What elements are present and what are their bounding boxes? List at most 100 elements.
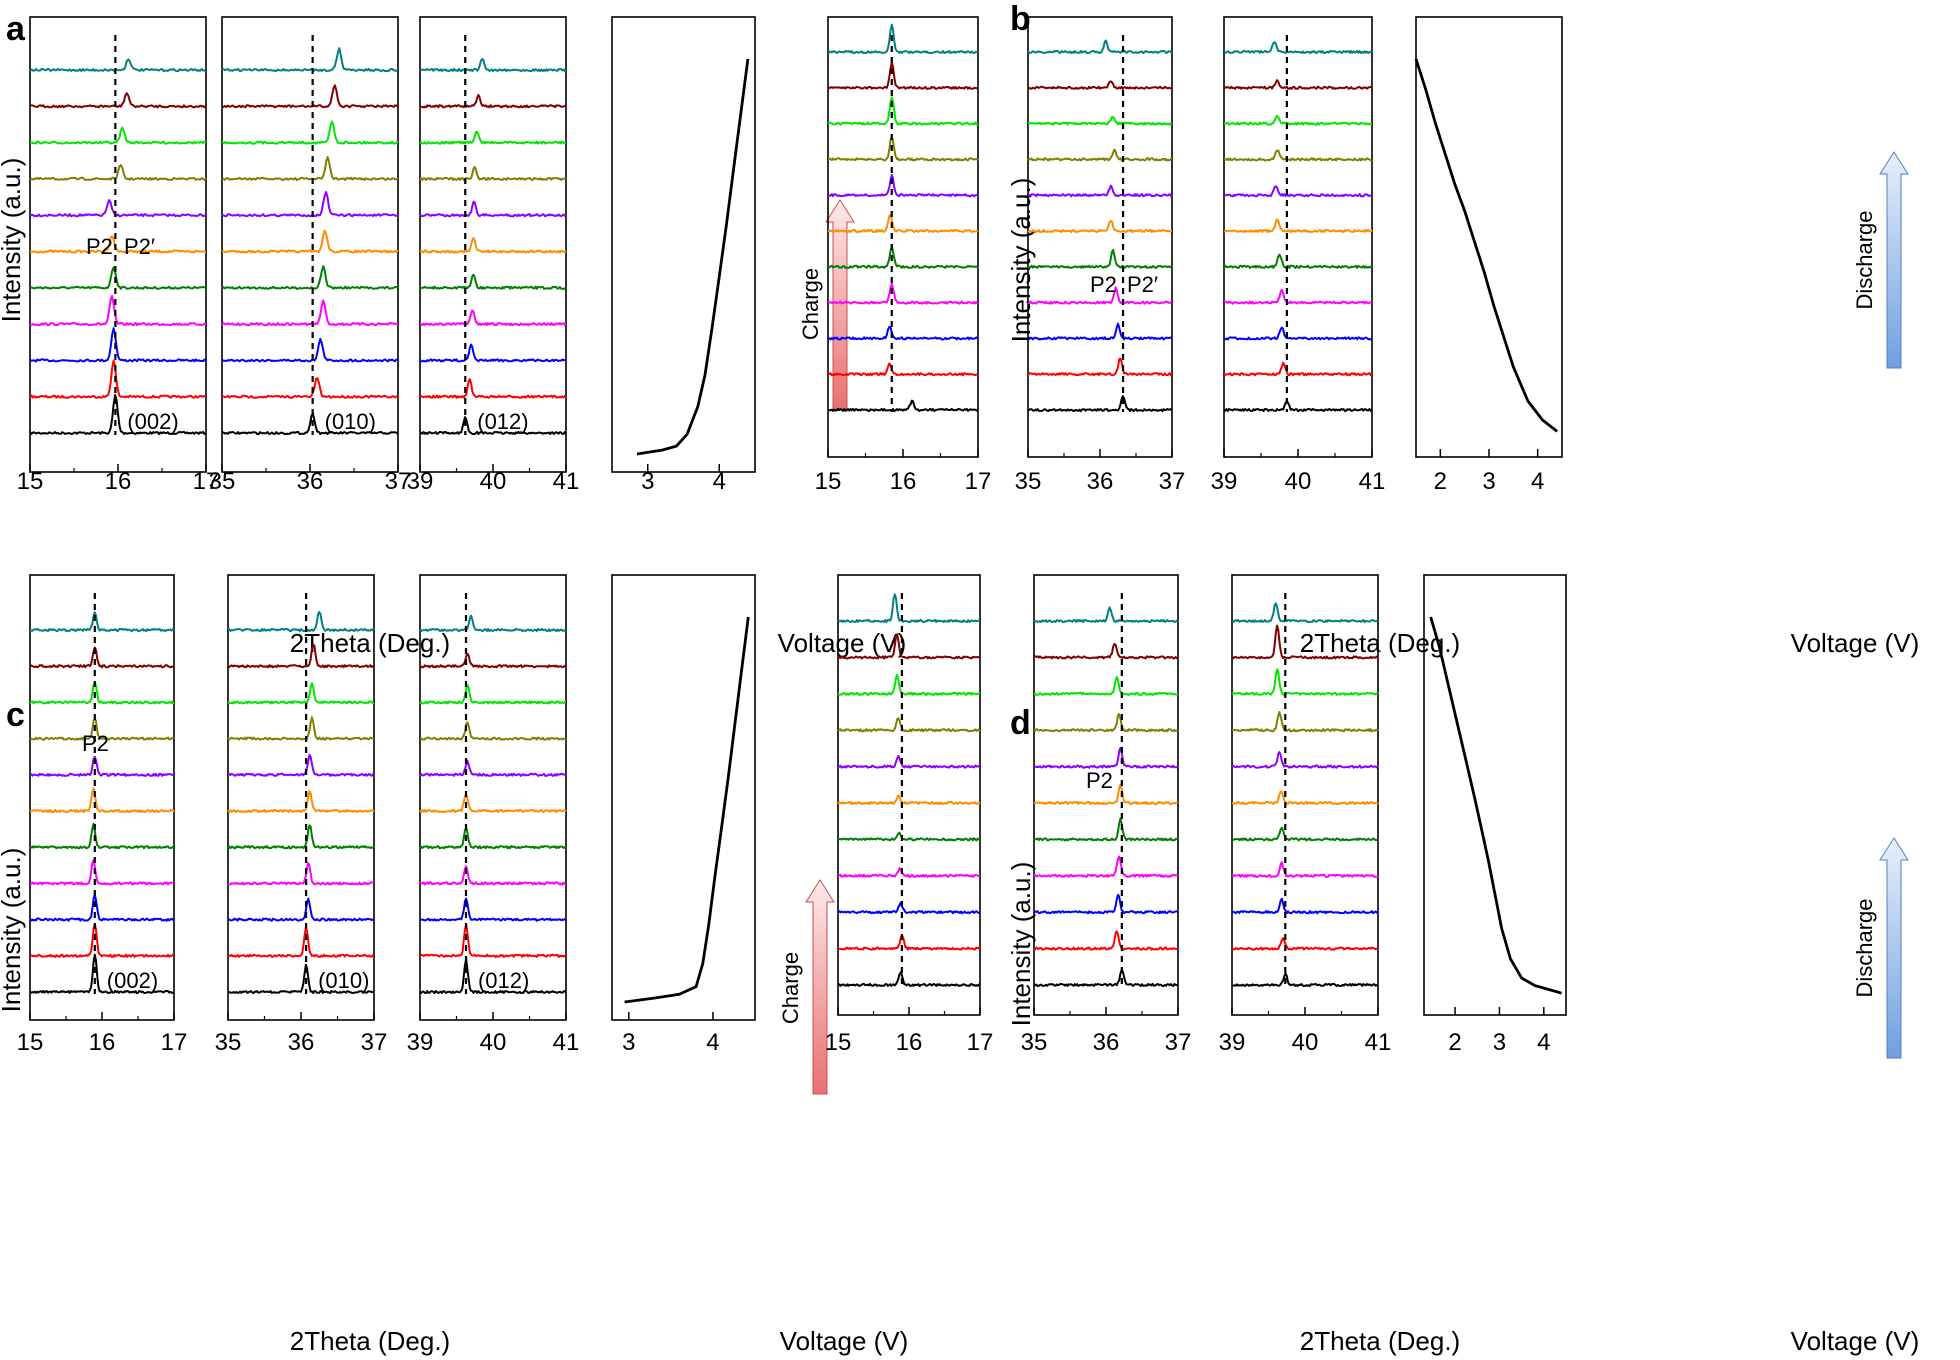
voltage-curve (624, 616, 750, 1004)
xrd-trace-10 (227, 610, 375, 633)
xrd-trace-2 (227, 897, 375, 922)
xrd-trace-9 (29, 646, 175, 669)
xrd-trace-1 (29, 359, 207, 399)
xrd-trace-0 (1231, 972, 1379, 987)
xrd-trace-0 (827, 399, 979, 413)
xrd-trace-1 (29, 923, 175, 958)
xrd-trace-6 (419, 200, 567, 218)
xrd-trace-10 (837, 593, 981, 624)
xrd-trace-1 (1033, 930, 1179, 951)
tick-label: 36 (288, 1029, 315, 1056)
reflection-label: (010) (318, 968, 369, 993)
panel-d-ylabel: Intensity (a.u.) (1006, 862, 1036, 1027)
xrd-trace-4 (1033, 817, 1179, 842)
xrd-trace-8 (837, 673, 981, 696)
subplot-frame (419, 16, 567, 473)
xrd-trace-9 (419, 93, 567, 109)
tick-label: 16 (89, 1029, 116, 1056)
tick-label: 16 (105, 468, 132, 495)
reflection-label: (012) (477, 409, 528, 434)
xrd-trace-1 (1231, 937, 1379, 951)
panel-b-arrow-label: Discharge (1852, 210, 1877, 309)
tick-label: 16 (896, 1029, 923, 1056)
tick-label: 40 (480, 468, 507, 495)
panel-d-discharge-arrow: Discharge (1852, 837, 1909, 1059)
panel-b-voltage-plot: 2 3 4 (1414, 16, 1563, 495)
tick-label: 39 (1211, 468, 1238, 495)
xrd-trace-1 (1223, 361, 1373, 377)
xrd-trace-9 (1223, 79, 1373, 90)
tick-label: 17 (161, 1029, 188, 1056)
panel-b-xlabel-xrd: 2Theta (Deg.) (1300, 628, 1460, 658)
xrd-trace-2 (1027, 322, 1173, 341)
xrd-trace-7 (419, 721, 567, 741)
tick-label: 35 (1015, 468, 1042, 495)
xrd-trace-9 (1027, 80, 1173, 90)
xrd-trace-8 (1231, 668, 1379, 696)
xrd-trace-7 (827, 135, 979, 162)
panel-c-letter: c (6, 696, 25, 734)
xrd-trace-2 (827, 325, 979, 341)
tick-label: 35 (215, 1029, 242, 1056)
xrd-trace-5 (29, 787, 175, 814)
panel-a-subplot-002: 15 16 17 (002) (17, 16, 219, 495)
xrd-trace-6 (29, 755, 175, 777)
panel-a-ylabel: Intensity (a.u.) (0, 158, 26, 323)
panel-d: d Intensity (a.u.) 2Theta (Deg.) Voltage… (825, 574, 1919, 1356)
xrd-trace-5 (1224, 218, 1373, 234)
xrd-trace-7 (1223, 149, 1373, 162)
xrd-trace-3 (1231, 861, 1379, 878)
tick-label: 16 (890, 468, 917, 495)
xrd-trace-7 (29, 717, 175, 741)
xrd-trace-6 (1223, 185, 1373, 198)
panel-b-subplot-010: 35 36 37 (1015, 16, 1186, 495)
xrd-trace-7 (227, 716, 375, 741)
subplot-frame (29, 16, 207, 473)
xrd-trace-8 (221, 120, 399, 145)
xrd-trace-7 (221, 156, 399, 181)
subplot-frame (29, 574, 175, 1021)
xrd-trace-9 (827, 61, 979, 90)
xrd-trace-3 (29, 859, 175, 886)
tick-label: 37 (1159, 468, 1186, 495)
panel-a-annotation-p2prime: P2′ (124, 234, 155, 259)
xrd-trace-5 (419, 237, 567, 254)
panel-b-discharge-arrow: Discharge (1852, 151, 1909, 369)
tick-label: 36 (297, 468, 324, 495)
xrd-trace-3 (29, 295, 207, 327)
xrd-trace-2 (419, 343, 567, 363)
panel-c-xlabel-voltage: Voltage (V) (780, 1326, 909, 1356)
panel-a-charge-arrow: Charge (798, 199, 855, 411)
voltage-curve (1414, 58, 1558, 433)
xrd-trace-8 (29, 126, 207, 145)
panel-a-arrow-label: Charge (798, 268, 823, 340)
xrd-trace-10 (419, 58, 567, 73)
xrd-trace-2 (1033, 893, 1179, 915)
xrd-trace-9 (29, 92, 207, 109)
voltage-frame (1415, 16, 1563, 458)
xrd-trace-4 (1223, 253, 1373, 269)
tick-label: 40 (1285, 468, 1312, 495)
panel-b-ylabel: Intensity (a.u.) (1006, 178, 1036, 343)
panel-d-annotation-p2: P2 (1086, 768, 1113, 793)
voltage-curve (636, 58, 750, 456)
xrd-trace-4 (419, 826, 567, 850)
panel-d-subplot-002: 15 16 17 (825, 574, 993, 1056)
panel-d-subplot-010: 35 36 37 (1021, 574, 1192, 1056)
panel-a: a Intensity (a.u.) 2Theta (Deg.) Voltage… (0, 10, 906, 658)
voltage-frame (611, 574, 756, 1021)
panel-a-subplot-012: 39 40 41 (012) (407, 16, 579, 495)
panel-c: c Intensity (a.u.) 2Theta (Deg.) Voltage… (0, 574, 909, 1356)
xrd-trace-6 (29, 199, 207, 218)
subplot-frame (827, 16, 979, 458)
xrd-trace-3 (837, 867, 981, 878)
xrd-trace-5 (227, 790, 375, 813)
panel-c-subplot-010: 35 36 37 (010) (215, 574, 387, 1056)
xrd-trace-9 (837, 633, 981, 660)
tick-label: 35 (209, 468, 236, 495)
xrd-trace-9 (1033, 643, 1179, 660)
tick-label: 37 (1165, 1029, 1192, 1056)
xrd-trace-4 (227, 824, 375, 850)
